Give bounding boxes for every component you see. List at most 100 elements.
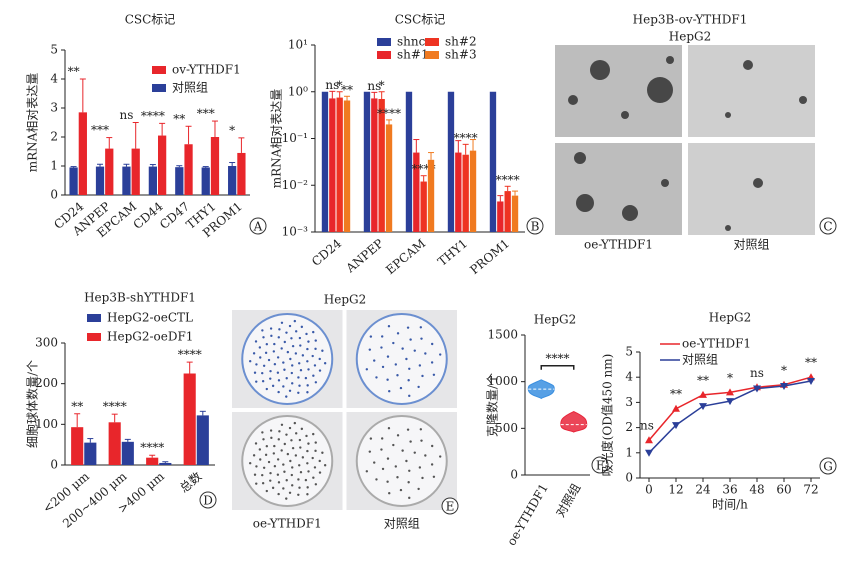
colony — [394, 363, 398, 366]
colony — [312, 476, 315, 479]
legend-swatch — [425, 51, 439, 59]
colony — [294, 454, 298, 457]
colony — [283, 470, 286, 473]
x-tick-label: CD47 — [157, 199, 192, 232]
plate — [241, 313, 334, 405]
significance: ns — [750, 366, 764, 380]
colony — [262, 336, 265, 339]
chart-title: Hep3B-ov-YTHDF1 — [633, 13, 748, 27]
colony — [318, 369, 322, 372]
colony — [264, 351, 268, 355]
colony — [306, 391, 309, 394]
colony — [286, 350, 290, 354]
spheroid — [568, 95, 578, 105]
bar — [71, 427, 84, 465]
panel-letter: A — [253, 220, 263, 234]
colony — [291, 344, 295, 348]
marker — [780, 383, 788, 391]
y-tick-label: 5 — [50, 43, 58, 57]
colony — [294, 330, 298, 333]
legend-swatch — [87, 333, 101, 341]
colony — [375, 376, 378, 379]
image-label: oe-YTHDF1 — [584, 238, 653, 252]
colony — [265, 387, 269, 391]
x-tick-label: 200~400 μm — [60, 469, 130, 531]
colony — [294, 352, 298, 355]
colony — [408, 496, 411, 500]
spheroid — [621, 111, 629, 119]
y-tick-label: 10⁻² — [282, 178, 309, 192]
colony — [368, 450, 372, 453]
y-axis-label: mRNA相对表达量 — [26, 73, 40, 173]
colony — [280, 321, 284, 324]
colony — [307, 442, 310, 445]
colony — [267, 358, 271, 362]
plate — [355, 415, 448, 507]
spheroid — [576, 194, 594, 212]
spheroid — [725, 225, 731, 231]
y-tick-label: 0 — [50, 188, 58, 202]
y-axis-label: 克隆数量/个 — [485, 373, 500, 437]
colony — [269, 429, 273, 432]
colony — [300, 325, 304, 329]
significance: ns — [640, 419, 654, 433]
colony — [380, 448, 383, 451]
significance: **** — [496, 173, 520, 187]
colony — [290, 337, 293, 340]
bar — [69, 167, 78, 195]
colony — [430, 342, 434, 346]
colony — [318, 357, 321, 361]
x-tick-label: 总数 — [176, 468, 204, 495]
colony — [270, 334, 273, 338]
bar — [413, 152, 420, 232]
panel-badge — [819, 457, 837, 475]
significance: ** — [697, 373, 709, 387]
colony — [439, 455, 442, 458]
bracket — [540, 365, 575, 370]
panel-badge — [441, 497, 459, 515]
legend-label: sh#2 — [445, 35, 477, 49]
colony — [262, 466, 266, 470]
colony — [255, 465, 258, 468]
significance: *** — [197, 107, 215, 121]
colony — [304, 478, 308, 482]
colony — [255, 482, 258, 485]
colony — [272, 452, 276, 455]
colony — [276, 356, 280, 359]
colony — [298, 464, 301, 467]
colony — [432, 475, 436, 478]
plate — [241, 415, 334, 507]
colony — [288, 426, 292, 430]
colony — [255, 380, 258, 383]
bar — [108, 422, 121, 465]
colony — [430, 463, 434, 466]
y-tick-label: 1 — [625, 445, 633, 459]
bar — [196, 415, 209, 465]
colony — [301, 354, 305, 357]
colony — [408, 367, 411, 370]
significance: * — [337, 78, 343, 92]
colony — [269, 369, 272, 373]
colony — [420, 337, 423, 340]
bar — [343, 100, 351, 232]
y-tick-label: 2 — [50, 130, 58, 144]
significance: ** — [670, 387, 682, 401]
colony — [380, 346, 383, 349]
colony — [261, 371, 264, 375]
bar — [469, 150, 477, 232]
colony — [272, 350, 276, 353]
colony — [291, 446, 295, 450]
marker — [699, 390, 707, 398]
colony — [307, 470, 310, 473]
colony — [314, 441, 317, 444]
y-tick-label: 10⁰ — [288, 84, 308, 98]
panel-badge — [526, 217, 544, 235]
colony — [298, 438, 302, 442]
bar — [95, 166, 105, 195]
colony — [418, 364, 422, 367]
marker — [726, 388, 734, 396]
legend-label: sh#1 — [397, 48, 429, 62]
y-tick-label: 4 — [625, 370, 633, 384]
legend-label: 对照组 — [172, 81, 208, 95]
x-tick-label: 对照组 — [553, 481, 583, 519]
